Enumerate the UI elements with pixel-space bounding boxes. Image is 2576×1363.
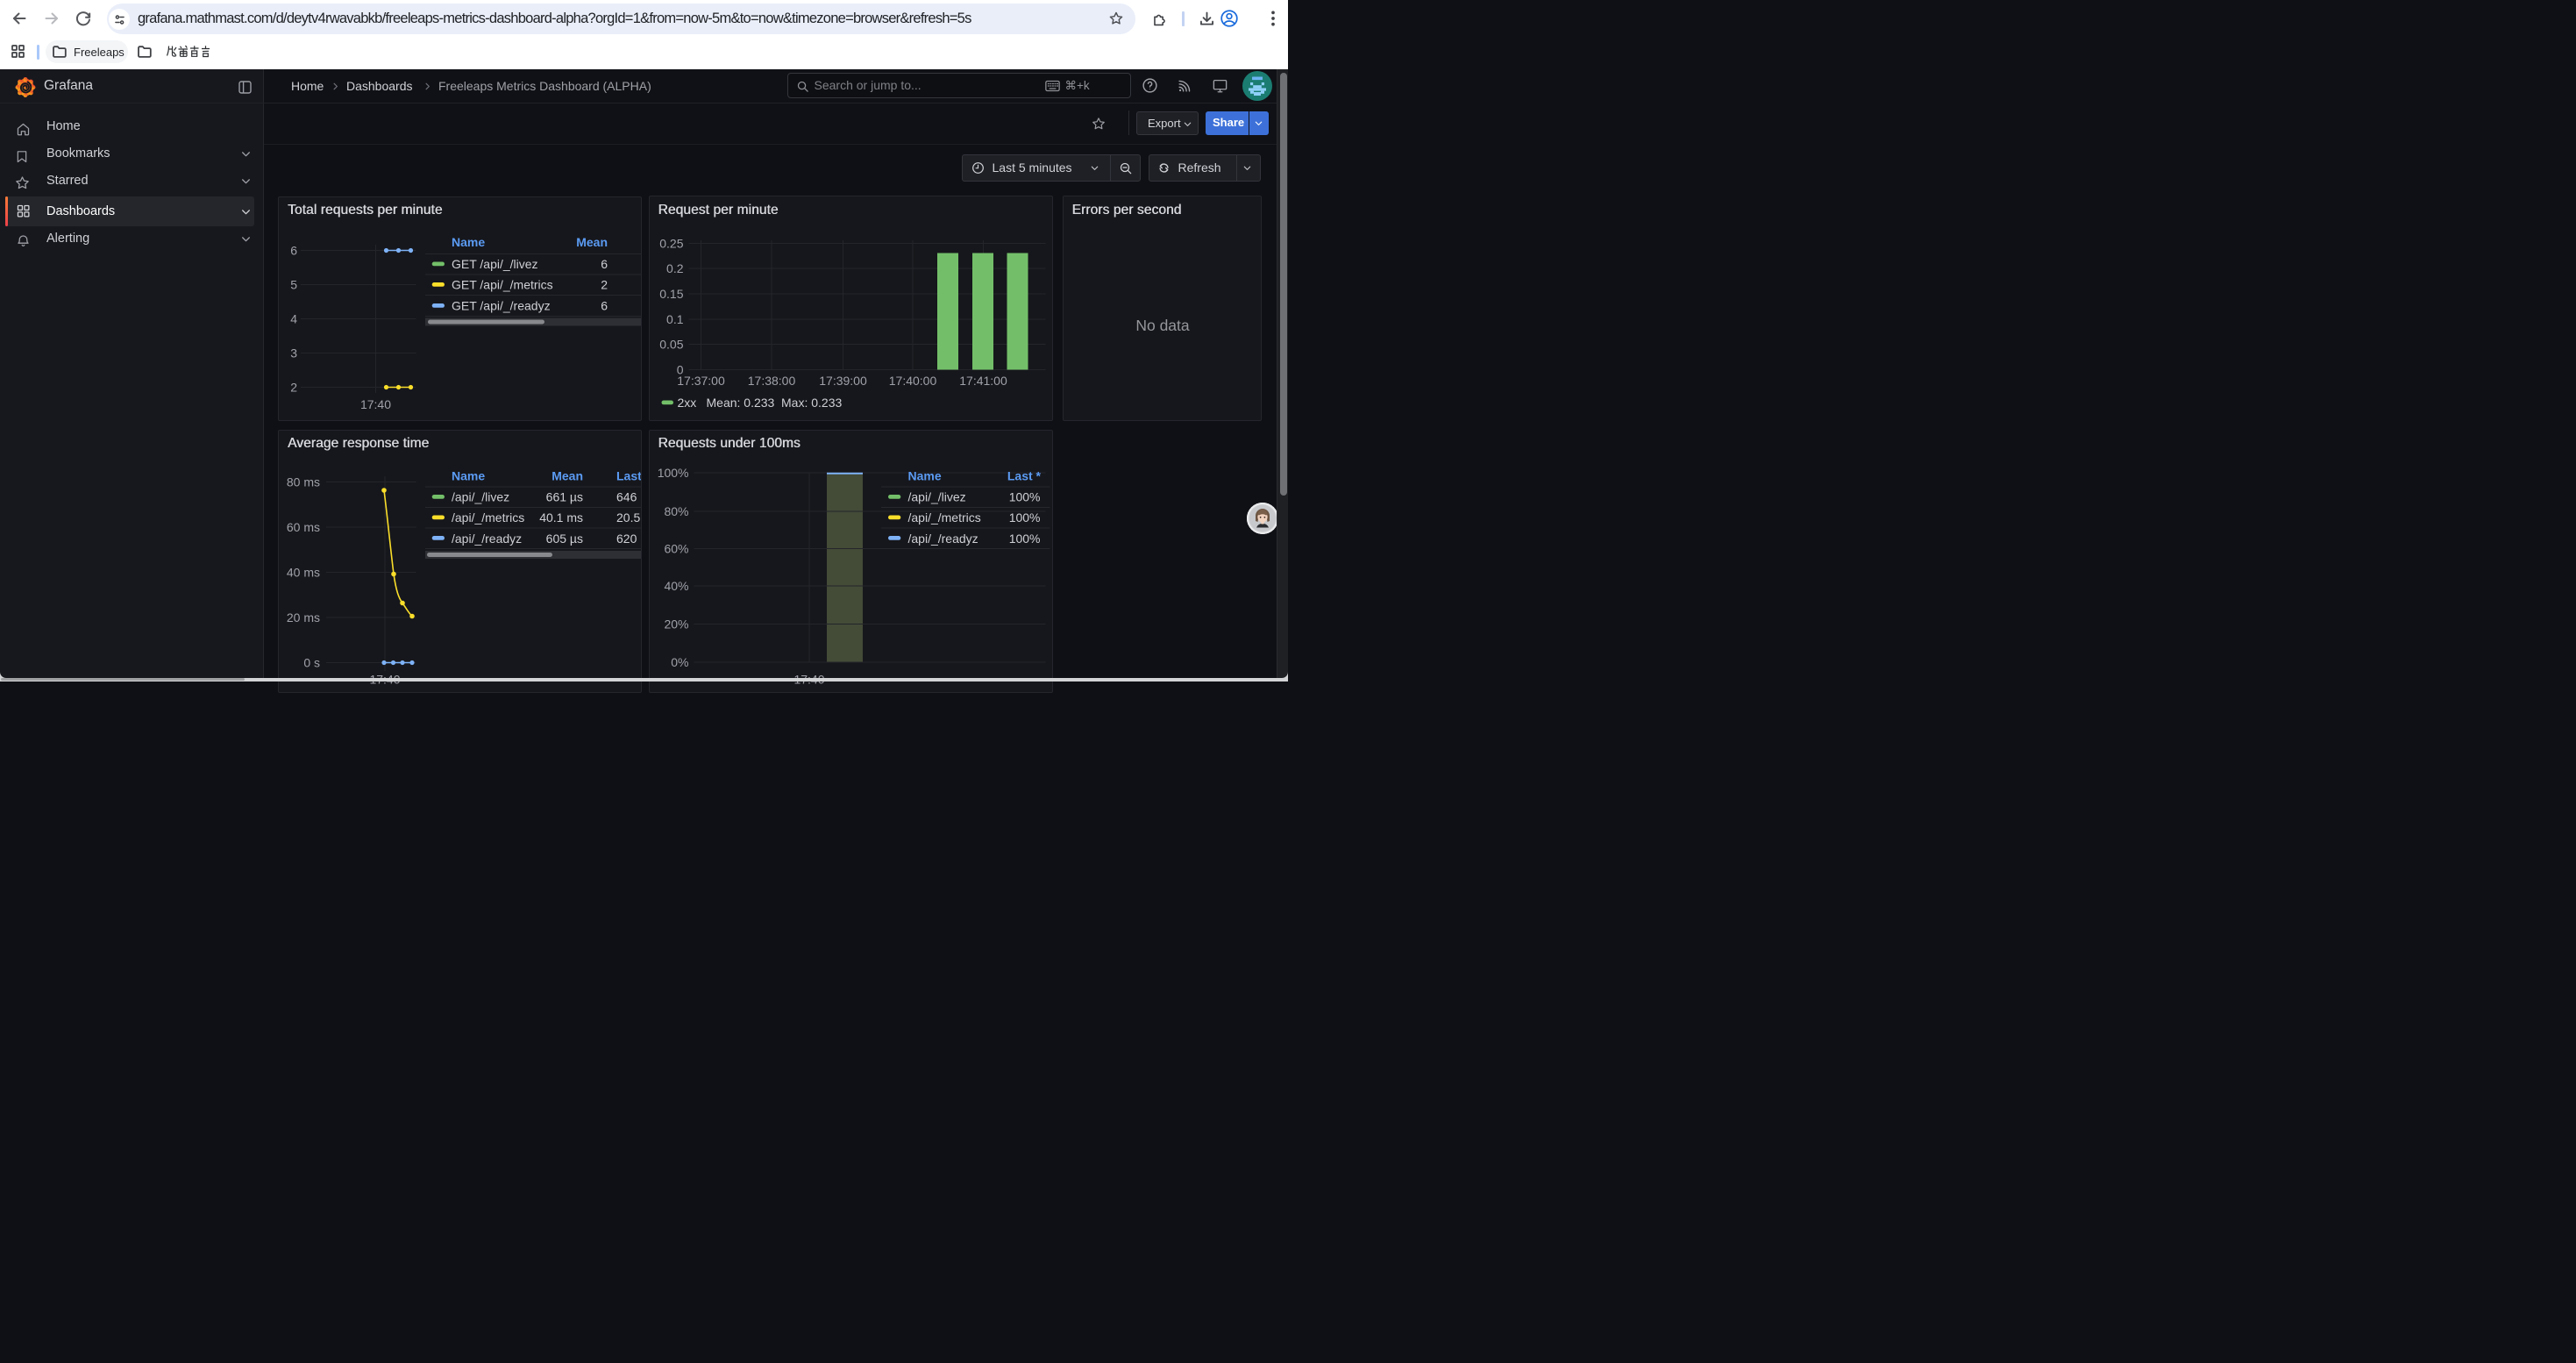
svg-text:2: 2 [290, 380, 297, 394]
svg-text:0.1: 0.1 [666, 312, 684, 326]
svg-text:6: 6 [601, 256, 608, 270]
svg-text:0.05: 0.05 [659, 338, 683, 352]
svg-text:Name: Name [452, 235, 485, 249]
svg-text:40%: 40% [664, 579, 688, 593]
svg-text:17:40: 17:40 [360, 397, 391, 411]
svg-text:/api/_/readyz: /api/_/readyz [907, 532, 978, 546]
svg-text:17:40:00: 17:40:00 [888, 374, 936, 388]
svg-text:40 ms: 40 ms [287, 565, 320, 579]
svg-text:/api/_/livez: /api/_/livez [452, 489, 509, 503]
svg-text:100%: 100% [1008, 489, 1040, 503]
svg-text:/api/_/readyz: /api/_/readyz [452, 532, 522, 546]
svg-text:3: 3 [290, 346, 297, 360]
svg-text:GET /api/_/readyz: GET /api/_/readyz [452, 298, 551, 312]
svg-text:/api/_/metrics: /api/_/metrics [452, 510, 524, 524]
svg-text:5: 5 [290, 277, 297, 291]
svg-text:2: 2 [601, 277, 608, 291]
svg-text:17:38:00: 17:38:00 [747, 374, 795, 388]
svg-text:80%: 80% [664, 504, 688, 518]
svg-text:20 ms: 20 ms [287, 610, 320, 624]
svg-text:0.15: 0.15 [659, 287, 683, 301]
svg-text:620: 620 [616, 532, 637, 546]
svg-text:Mean: Mean [551, 468, 583, 482]
svg-text:646: 646 [616, 489, 637, 503]
svg-text:100%: 100% [657, 466, 688, 480]
svg-text:2xx: 2xx [677, 396, 696, 410]
svg-text:GET /api/_/metrics: GET /api/_/metrics [452, 277, 553, 291]
svg-text:17:41:00: 17:41:00 [959, 374, 1007, 388]
svg-text:6: 6 [601, 298, 608, 312]
svg-text:60 ms: 60 ms [287, 520, 320, 534]
svg-text:60%: 60% [664, 541, 688, 555]
svg-text:0: 0 [676, 363, 683, 377]
svg-text:GET /api/_/livez: GET /api/_/livez [452, 256, 538, 270]
svg-text:0.2: 0.2 [666, 261, 684, 275]
svg-text:/api/_/metrics: /api/_/metrics [907, 510, 980, 524]
svg-text:17:39:00: 17:39:00 [819, 374, 867, 388]
svg-text:17:37:00: 17:37:00 [677, 374, 725, 388]
svg-text:100%: 100% [1008, 532, 1040, 546]
svg-text:Last *: Last * [616, 468, 642, 482]
svg-text:661 µs: 661 µs [546, 489, 583, 503]
svg-text:0%: 0% [671, 655, 688, 669]
svg-text:Name: Name [452, 468, 485, 482]
svg-text:Max: 0.233: Max: 0.233 [781, 396, 842, 410]
svg-text:6: 6 [290, 243, 297, 257]
svg-text:100%: 100% [1008, 510, 1040, 524]
svg-text:0.25: 0.25 [659, 237, 683, 251]
svg-text:605 µs: 605 µs [546, 532, 583, 546]
svg-text:Name: Name [907, 468, 941, 482]
svg-text:Last *: Last * [1007, 468, 1041, 482]
svg-text:Mean: 0.233: Mean: 0.233 [706, 396, 774, 410]
svg-text:/api/_/livez: /api/_/livez [907, 489, 965, 503]
svg-text:20.5 m: 20.5 m [616, 510, 642, 524]
svg-text:80 ms: 80 ms [287, 475, 320, 489]
svg-text:20%: 20% [664, 617, 688, 631]
svg-text:0 s: 0 s [303, 655, 320, 669]
svg-text:40.1 ms: 40.1 ms [539, 510, 583, 524]
svg-text:Mean: Mean [576, 235, 608, 249]
svg-text:4: 4 [290, 311, 297, 325]
